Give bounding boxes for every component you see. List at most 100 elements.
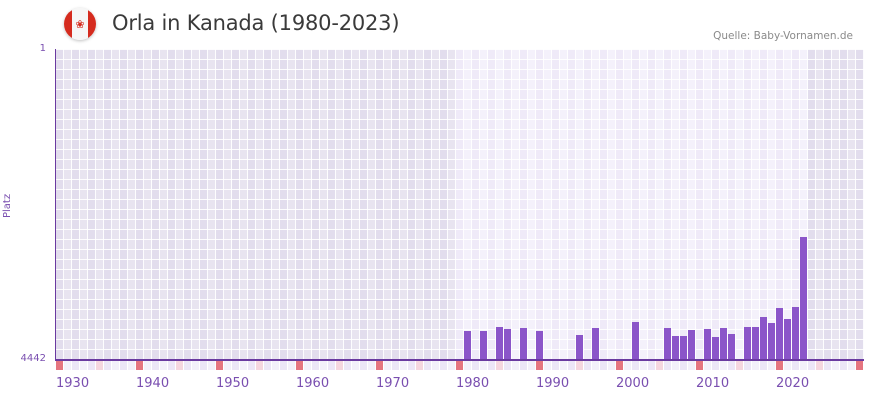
year-marker xyxy=(760,361,767,370)
rank-bar-1990[interactable] xyxy=(536,331,543,360)
year-marker xyxy=(520,361,527,370)
rank-bar-2002[interactable] xyxy=(632,322,639,360)
year-marker xyxy=(840,361,847,370)
year-marker xyxy=(304,361,311,370)
year-marker xyxy=(432,361,439,370)
year-marker xyxy=(80,361,87,370)
x-tick-1960: 1960 xyxy=(296,376,330,391)
year-marker xyxy=(88,361,95,370)
year-marker xyxy=(696,361,703,370)
rank-bar-1983[interactable] xyxy=(480,331,487,360)
rank-bar-2007[interactable] xyxy=(672,336,679,360)
year-column xyxy=(232,49,240,360)
year-column xyxy=(768,49,776,360)
rank-bar-1988[interactable] xyxy=(520,328,527,360)
rank-bar-1997[interactable] xyxy=(592,328,599,360)
year-column xyxy=(216,49,224,360)
year-marker xyxy=(456,361,463,370)
flag-white-band: ❀ xyxy=(72,8,88,40)
rank-bar-2022[interactable] xyxy=(792,307,799,360)
year-marker xyxy=(152,361,159,370)
rank-bar-1986[interactable] xyxy=(504,329,511,360)
year-marker xyxy=(800,361,807,370)
year-column xyxy=(520,49,528,360)
rank-bar-1995[interactable] xyxy=(576,335,583,360)
year-marker xyxy=(312,361,319,370)
rank-bar-1985[interactable] xyxy=(496,327,503,360)
year-marker xyxy=(704,361,711,370)
rank-bar-2016[interactable] xyxy=(744,327,751,360)
year-column xyxy=(320,49,328,360)
year-marker xyxy=(208,361,215,370)
year-marker xyxy=(248,361,255,370)
year-marker xyxy=(64,361,71,370)
rank-bar-1981[interactable] xyxy=(464,331,471,360)
rank-bar-2019[interactable] xyxy=(768,323,775,360)
rank-bar-2021[interactable] xyxy=(784,319,791,360)
year-column xyxy=(448,49,456,360)
year-column xyxy=(192,49,200,360)
x-axis-baseline xyxy=(55,359,864,361)
year-marker xyxy=(496,361,503,370)
year-column xyxy=(544,49,552,360)
y-axis-label: Platz xyxy=(2,193,13,218)
year-column xyxy=(200,49,208,360)
year-column xyxy=(408,49,416,360)
rank-bar-2006[interactable] xyxy=(664,328,671,360)
chart-title: Orla in Kanada (1980-2023) xyxy=(112,11,400,35)
year-marker xyxy=(568,361,575,370)
year-column xyxy=(136,49,144,360)
year-column xyxy=(440,49,448,360)
year-column xyxy=(600,49,608,360)
year-marker xyxy=(440,361,447,370)
rank-bar-2011[interactable] xyxy=(704,329,711,360)
year-marker xyxy=(592,361,599,370)
year-column xyxy=(848,49,856,360)
year-marker xyxy=(624,361,631,370)
rank-bar-2014[interactable] xyxy=(728,334,735,360)
canada-flag-icon: ❀ xyxy=(64,8,96,40)
flag-red-band-right xyxy=(88,8,96,40)
year-column xyxy=(832,49,840,360)
rank-bar-2017[interactable] xyxy=(752,327,759,360)
year-marker xyxy=(240,361,247,370)
rank-bar-2013[interactable] xyxy=(720,328,727,360)
year-column xyxy=(808,49,816,360)
year-marker xyxy=(144,361,151,370)
year-column xyxy=(568,49,576,360)
x-tick-1950: 1950 xyxy=(216,376,250,391)
year-column xyxy=(608,49,616,360)
year-column xyxy=(792,49,800,360)
rank-bar-2009[interactable] xyxy=(688,330,695,360)
year-marker xyxy=(744,361,751,370)
year-marker xyxy=(712,361,719,370)
rank-bar-2018[interactable] xyxy=(760,317,767,360)
maple-leaf-icon: ❀ xyxy=(75,17,85,31)
year-column xyxy=(368,49,376,360)
year-column xyxy=(80,49,88,360)
y-axis-line xyxy=(55,49,56,361)
year-column xyxy=(256,49,264,360)
year-column xyxy=(512,49,520,360)
rank-bar-2012[interactable] xyxy=(712,337,719,360)
year-column xyxy=(400,49,408,360)
year-marker xyxy=(752,361,759,370)
rank-bar-2020[interactable] xyxy=(776,308,783,360)
year-column xyxy=(856,49,864,360)
year-column xyxy=(472,49,480,360)
year-column xyxy=(296,49,304,360)
year-marker xyxy=(552,361,559,370)
rank-bar-2008[interactable] xyxy=(680,336,687,360)
year-marker xyxy=(128,361,135,370)
year-marker xyxy=(120,361,127,370)
year-marker xyxy=(336,361,343,370)
year-marker xyxy=(488,361,495,370)
year-column xyxy=(384,49,392,360)
year-marker xyxy=(648,361,655,370)
year-marker xyxy=(224,361,231,370)
year-marker xyxy=(160,361,167,370)
year-column xyxy=(280,49,288,360)
rank-bar-2023[interactable] xyxy=(800,237,807,360)
year-column xyxy=(376,49,384,360)
year-column xyxy=(736,49,744,360)
